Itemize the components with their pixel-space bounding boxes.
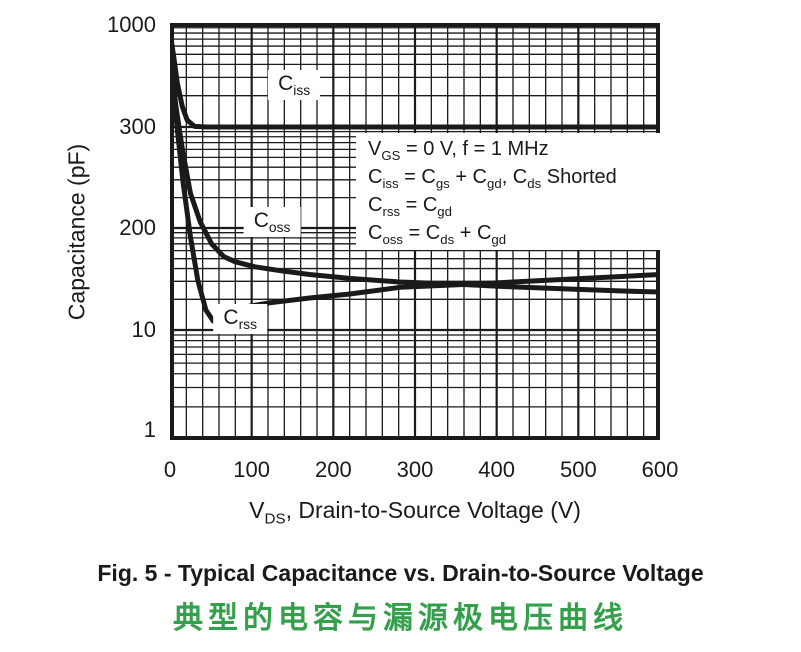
y-tick-label: 1	[143, 417, 156, 442]
x-tick-label: 100	[233, 457, 271, 482]
y-tick-label: 300	[119, 113, 156, 139]
annotation-line: Coss = Cds + Cgd	[368, 222, 507, 247]
x-tick-label: 500	[559, 457, 597, 482]
figure-caption: Fig. 5 - Typical Capacitance vs. Drain-t…	[97, 560, 704, 586]
chart-plot: VGS = 0 V, f = 1 MHz Ciss = Cgs + Cgd, Cd…	[170, 23, 662, 440]
x-tick-label: 200	[314, 457, 352, 482]
y-tick-label: 10	[131, 316, 156, 342]
x-tick-label: 300	[396, 457, 434, 482]
curve-coss	[170, 52, 660, 295]
x-axis-title: VDS, Drain-to-Source Voltage (V)	[249, 497, 581, 528]
x-tick-label: 0	[163, 457, 177, 482]
curve-label-coss: Coss	[243, 206, 301, 237]
curve-ciss	[170, 29, 660, 130]
x-tick-label: 400	[478, 457, 516, 482]
annotation-line: VGS = 0 V, f = 1 MHz	[368, 138, 549, 163]
x-tick-label: 600	[641, 457, 679, 482]
curve-label-ciss: Ciss	[268, 69, 321, 100]
figure-caption-chinese: 典型的电容与漏源极电压曲线	[173, 602, 628, 635]
y-tick-label: 1000	[107, 12, 156, 37]
curve-label-crss: Crss	[213, 303, 268, 334]
annotation-line: Crss = Cgd	[368, 194, 452, 219]
y-tick-label: 200	[119, 214, 156, 240]
annotation-box: VGS = 0 V, f = 1 MHz Ciss = Cgs + Cgd, Cd…	[356, 133, 662, 250]
annotation-line: Ciss = Cgs + Cgd, Cds Shorted	[368, 166, 617, 191]
